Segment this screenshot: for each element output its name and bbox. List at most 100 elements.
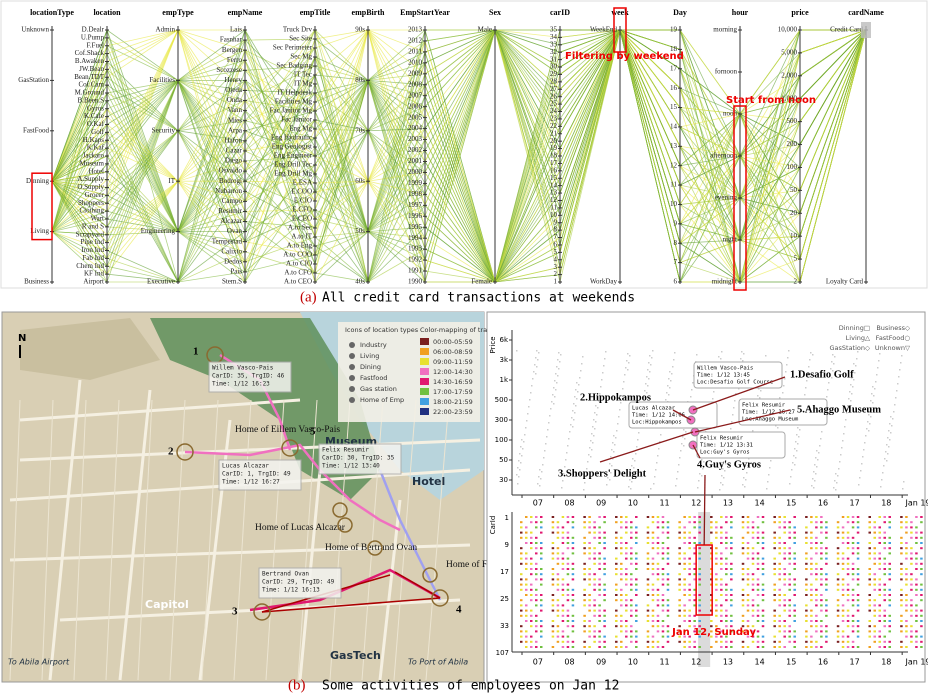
dot — [878, 360, 880, 362]
place-label: To Abila Airport — [8, 658, 70, 667]
location-marker — [176, 443, 194, 461]
dot — [516, 350, 518, 352]
dot — [890, 416, 892, 418]
event-dot — [583, 568, 586, 570]
event-dot — [741, 594, 745, 596]
event-dot — [620, 542, 623, 544]
event-dot — [751, 630, 755, 633]
axis-label: Henry — [225, 76, 243, 84]
event-dot — [630, 557, 633, 560]
event-dot — [530, 516, 533, 518]
event-dot — [535, 625, 538, 628]
event-dot — [825, 573, 828, 576]
event-dot — [778, 625, 781, 628]
event-dot — [900, 547, 903, 550]
event-dot — [773, 614, 776, 617]
event-dot — [773, 521, 776, 524]
event-dot — [846, 531, 850, 534]
event-dot — [836, 536, 840, 539]
event-dot — [915, 536, 918, 539]
dot — [603, 365, 605, 367]
event-dot — [756, 531, 760, 534]
event-dot — [566, 536, 570, 539]
dot — [677, 471, 679, 473]
event-dot — [678, 635, 681, 638]
event-dot — [683, 531, 686, 534]
axis-label: 2013 — [408, 26, 423, 34]
event-dot — [693, 599, 696, 602]
dot — [876, 374, 878, 376]
y-tick-label: 25 — [500, 595, 509, 603]
event-dot — [883, 573, 886, 576]
event-dot — [825, 536, 828, 539]
info-box — [208, 361, 292, 393]
event-dot — [761, 614, 765, 617]
info-text: CarID: 29, TrgID: 49 — [262, 579, 335, 586]
axis-label: 16 — [670, 84, 678, 92]
dot — [820, 438, 822, 440]
event-dot — [535, 562, 538, 565]
event-dot — [920, 516, 923, 518]
event-dot — [710, 635, 713, 638]
dot — [580, 370, 582, 372]
event-dot — [710, 609, 713, 612]
axis-label: Eng Geologist — [272, 143, 312, 151]
event-dot — [683, 635, 686, 638]
dot — [897, 383, 899, 385]
event-dot — [571, 614, 575, 617]
event-dot — [678, 599, 681, 602]
axis-label: 32 — [550, 48, 558, 56]
dot — [794, 464, 796, 466]
event-dot — [873, 578, 876, 581]
event-dot — [846, 573, 850, 576]
event-dot — [741, 620, 745, 622]
event-dot — [693, 620, 696, 622]
event-dot — [878, 562, 881, 565]
event-dot — [698, 609, 701, 612]
dot — [850, 384, 852, 386]
event-dot — [920, 568, 923, 570]
event-dot — [710, 542, 713, 544]
event-dot — [710, 573, 713, 576]
event-dot — [756, 568, 760, 570]
event-dot — [856, 531, 860, 534]
record-line — [51, 29, 866, 242]
event-dot — [693, 630, 696, 633]
event-dot — [615, 620, 618, 622]
event-dot — [520, 609, 523, 612]
event-dot — [788, 599, 791, 602]
axis-label: Wart — [91, 215, 104, 223]
event-dot — [656, 536, 660, 539]
event-dot — [520, 640, 523, 643]
event-dot — [873, 573, 876, 576]
event-dot — [873, 557, 876, 560]
event-dot — [841, 526, 845, 529]
dot — [627, 369, 629, 371]
event-dot — [530, 640, 533, 643]
event-dot — [530, 588, 533, 591]
event-dot — [751, 588, 755, 591]
event-dot — [720, 614, 723, 617]
dot — [885, 451, 887, 453]
event-dot — [746, 542, 750, 544]
event-dot — [820, 516, 823, 518]
event-dot — [583, 599, 586, 602]
axis-label: Security — [152, 126, 176, 134]
record-line — [51, 29, 867, 283]
axis-label: A.to CEO — [284, 278, 312, 286]
event-dot — [778, 646, 781, 648]
event-dot — [715, 604, 718, 607]
axis-label: Bean.TDT — [74, 73, 104, 81]
event-dot — [920, 588, 923, 591]
event-dot — [751, 609, 755, 612]
legend-label: 12:00-14:30 — [433, 368, 473, 376]
event-dot — [603, 620, 606, 622]
dot — [535, 373, 537, 375]
event-dot — [678, 526, 681, 529]
event-dot — [561, 557, 565, 560]
axis-label: Credit Card — [830, 26, 863, 34]
event-dot — [525, 542, 528, 544]
event-dot — [883, 646, 886, 648]
axis-label: 5 — [794, 255, 798, 263]
event-dot — [761, 557, 765, 560]
